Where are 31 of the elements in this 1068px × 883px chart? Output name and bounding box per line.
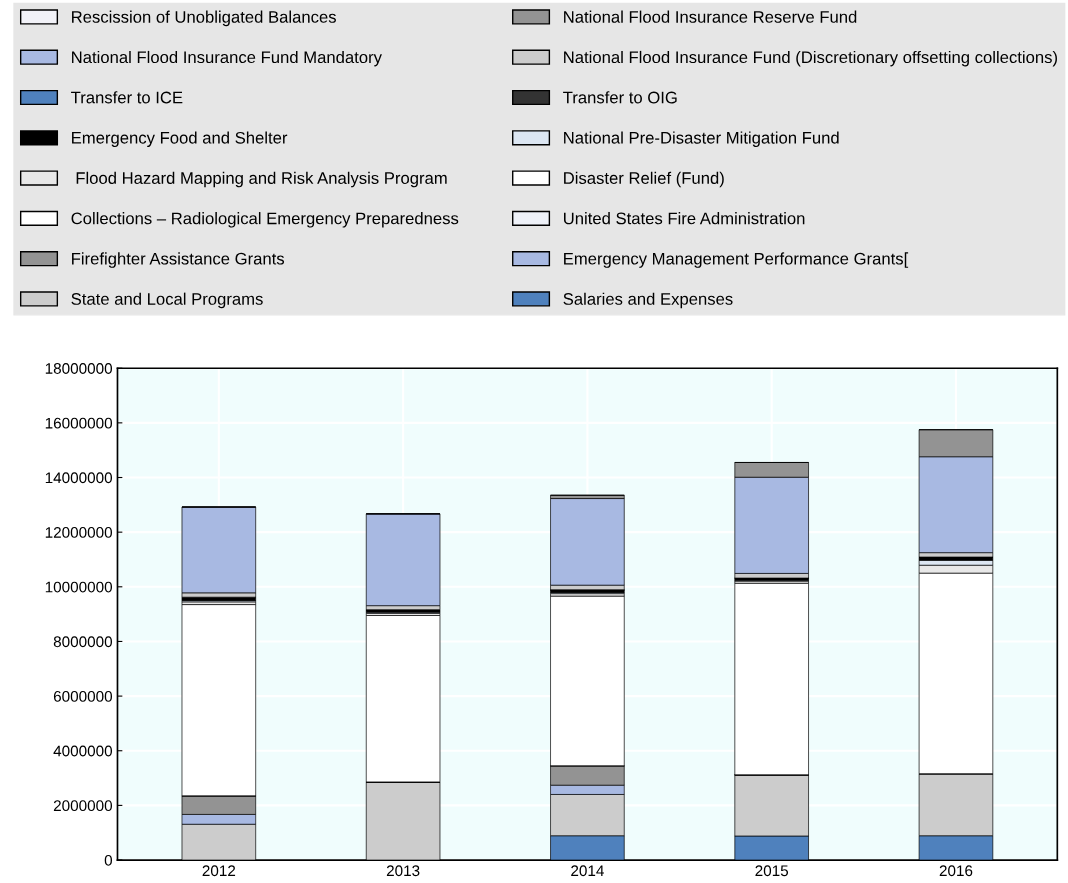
x-tick-label: 2013 (386, 865, 420, 877)
legend-label: State and Local Programs (71, 292, 263, 309)
y-tick-label: 16000000 (45, 417, 113, 429)
y-tick-label: 0 (104, 854, 113, 866)
y-tick-label: 8000000 (53, 636, 113, 648)
legend-label: National Flood Insurance Fund Mandatory (72, 50, 382, 67)
legend-label: Salaries and Expenses (563, 292, 733, 309)
legend-label: Flood Hazard Mapping and Risk Analysis Program (76, 171, 447, 188)
legend-label: Disaster Relief (Fund) (564, 171, 724, 188)
legend-label: Rescission of Unobligated Balances (72, 10, 336, 27)
legend-label: Firefighter Assistance Grants (72, 252, 285, 268)
legend-label: Emergency Food and Shelter (72, 131, 288, 147)
legend-label: National Pre-Disaster Mitigation Fund (564, 131, 839, 147)
legend-label: Transfer to OIG (563, 91, 677, 104)
legend-label: Collections – Radiological Emergency Preparedness (71, 212, 459, 228)
y-tick-label: 4000000 (53, 745, 113, 757)
x-tick-label: 2015 (755, 865, 789, 877)
y-tick-label: 12000000 (45, 527, 113, 538)
x-tick-label: 2014 (571, 865, 604, 877)
y-tick-label: 18000000 (45, 363, 113, 374)
legend-label: Emergency Management Performance Grants[ (564, 252, 909, 268)
x-tick-label: 2012 (202, 865, 236, 877)
y-tick-label: 10000000 (45, 581, 113, 593)
legend-label: United States Fire Administration (564, 212, 805, 225)
legend-label: National Flood Insurance Reserve Fund (564, 10, 857, 23)
legend-label: National Flood Insurance Fund (Discretionary offsetting collections) (564, 50, 1057, 67)
y-tick-label: 6000000 (53, 690, 113, 702)
y-tick-label: 14000000 (45, 472, 113, 484)
legend-label: Transfer to ICE (71, 91, 183, 104)
x-tick-label: 2016 (939, 865, 973, 877)
y-tick-label: 2000000 (53, 800, 113, 812)
